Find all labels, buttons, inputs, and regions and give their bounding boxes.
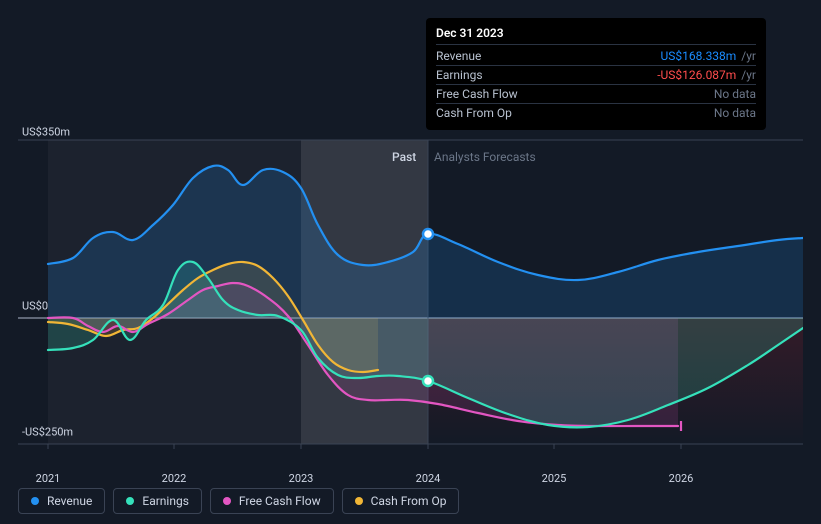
tooltip-row: Revenue US$168.338m /yr xyxy=(436,47,756,66)
legend-item-label: Cash From Op xyxy=(371,494,447,508)
legend-dot-icon xyxy=(223,497,231,505)
x-axis-tick-label: 2024 xyxy=(416,472,441,485)
tooltip-row-value: -US$126.087m /yr xyxy=(657,68,756,82)
tooltip-row-label: Revenue xyxy=(436,49,481,63)
legend-dot-icon xyxy=(126,497,134,505)
x-axis-tick-label: 2026 xyxy=(669,472,694,485)
legend: Revenue Earnings Free Cash Flow Cash From O… xyxy=(18,488,459,514)
legend-item-label: Revenue xyxy=(47,494,92,508)
legend-item-revenue[interactable]: Revenue xyxy=(18,488,105,514)
legend-item-label: Earnings xyxy=(142,494,189,508)
legend-item-free-cash-flow[interactable]: Free Cash Flow xyxy=(210,488,334,514)
tooltip-row-value: No data xyxy=(714,87,756,101)
tooltip-row: Free Cash Flow No data xyxy=(436,85,756,104)
tooltip-row-label: Earnings xyxy=(436,68,483,82)
tooltip-body: Revenue US$168.338m /yr Earnings -US$126.08… xyxy=(436,47,756,122)
x-axis-tick-label: 2025 xyxy=(542,472,567,485)
tooltip-row-label: Cash From Op xyxy=(436,106,512,120)
tooltip-row-label: Free Cash Flow xyxy=(436,87,518,101)
x-axis-tick-label: 2022 xyxy=(162,472,187,485)
legend-dot-icon xyxy=(31,497,39,505)
legend-item-cash-from-op[interactable]: Cash From Op xyxy=(342,488,460,514)
tooltip-title: Dec 31 2023 xyxy=(436,26,756,45)
y-axis-label-zero: US$0 xyxy=(22,300,48,313)
legend-item-earnings[interactable]: Earnings xyxy=(113,488,202,514)
legend-item-label: Free Cash Flow xyxy=(239,494,321,508)
x-axis-tick-label: 2023 xyxy=(289,472,314,485)
chart-tooltip: Dec 31 2023 Revenue US$168.338m /yr Earnin… xyxy=(426,18,766,130)
past-region-label: Past xyxy=(392,150,416,164)
y-axis-label-bottom: -US$250m xyxy=(22,426,73,439)
x-axis-tick-label: 2021 xyxy=(36,472,61,485)
forecast-region-label: Analysts Forecasts xyxy=(434,150,536,164)
tooltip-row: Cash From Op No data xyxy=(436,104,756,122)
tooltip-row-value: US$168.338m /yr xyxy=(661,49,756,63)
tooltip-row-value: No data xyxy=(714,106,756,120)
legend-dot-icon xyxy=(355,497,363,505)
y-axis-label-top: US$350m xyxy=(22,126,70,139)
tooltip-row: Earnings -US$126.087m /yr xyxy=(436,66,756,85)
